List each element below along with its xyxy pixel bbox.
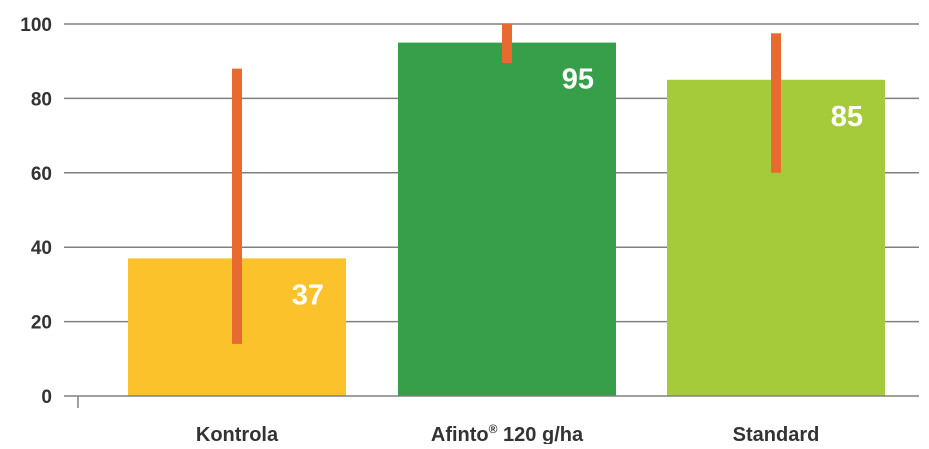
error-bar — [502, 24, 512, 64]
category-text: Afinto — [431, 424, 489, 444]
y-tick-label: 100 — [20, 15, 52, 36]
category-superscript: ® — [489, 422, 498, 436]
error-bar — [771, 33, 781, 173]
data-label: 95 — [562, 64, 594, 96]
y-tick-label: 20 — [31, 313, 52, 334]
axes — [64, 395, 919, 408]
category-text: Kontrola — [196, 424, 279, 444]
error-bars — [232, 24, 781, 344]
y-tick-label: 60 — [31, 164, 52, 185]
x-category-label: Standard — [733, 424, 820, 444]
error-bar — [232, 68, 242, 344]
labels: 0 20 40 60 80 100 37 95 85 Kontrola Afinto® 120 g/… — [20, 15, 863, 446]
y-tick-label: 40 — [31, 238, 52, 259]
data-label: 37 — [292, 279, 324, 311]
y-tick-label: 80 — [31, 89, 52, 110]
category-text: Standard — [733, 424, 820, 444]
bars — [128, 42, 885, 397]
x-category-label: Afinto® 120 g/ha — [431, 422, 584, 444]
x-category-label: Kontrola — [196, 424, 279, 444]
data-label: 85 — [831, 101, 863, 133]
category-text: 120 g/ha — [498, 424, 584, 444]
y-tick-label: 0 — [41, 387, 52, 408]
bar — [398, 42, 616, 396]
